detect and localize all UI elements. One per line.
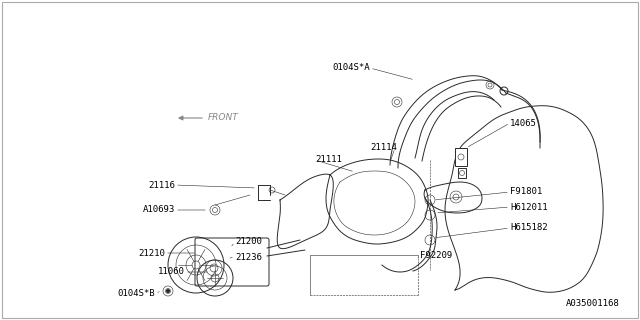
Text: H612011: H612011	[510, 203, 548, 212]
FancyBboxPatch shape	[458, 168, 466, 178]
Text: FRONT: FRONT	[208, 114, 239, 123]
Text: 14065: 14065	[510, 118, 537, 127]
Text: A035001168: A035001168	[566, 299, 620, 308]
Circle shape	[166, 290, 170, 292]
FancyBboxPatch shape	[195, 238, 269, 286]
Text: 21111: 21111	[315, 156, 342, 164]
Text: H615182: H615182	[510, 223, 548, 233]
Text: 0104S*A: 0104S*A	[332, 63, 370, 73]
Text: F92209: F92209	[420, 251, 452, 260]
Text: 21200: 21200	[235, 237, 262, 246]
Text: 21116: 21116	[148, 180, 175, 189]
Text: A10693: A10693	[143, 205, 175, 214]
Text: 21114: 21114	[370, 143, 397, 153]
Text: 0104S*B: 0104S*B	[117, 289, 155, 298]
Text: 21236: 21236	[235, 252, 262, 261]
Text: 21210: 21210	[138, 249, 165, 258]
Text: 11060: 11060	[158, 268, 185, 276]
FancyBboxPatch shape	[455, 148, 467, 166]
Text: F91801: F91801	[510, 188, 542, 196]
